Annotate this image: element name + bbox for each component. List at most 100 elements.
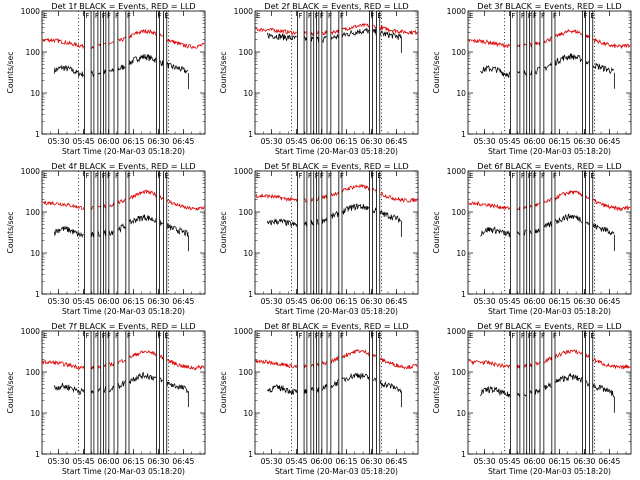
gap-interval-box (510, 330, 518, 455)
events-series-line (592, 383, 615, 398)
gap-interval-box (100, 330, 104, 455)
events-series-line (341, 372, 370, 383)
panel-title: Det 3f BLACK = Events, RED = LLD (477, 1, 621, 11)
gap-interval-box (539, 170, 545, 295)
gap-marker-label: F (85, 12, 89, 20)
gap-marker-label: F (511, 172, 515, 180)
y-tick-label: 1000 (21, 7, 40, 16)
lld-series-line (523, 206, 527, 210)
lld-series-line (321, 360, 328, 367)
gap-marker-label: F (511, 332, 515, 340)
y-tick-label: 1000 (447, 167, 466, 176)
gap-interval-box (163, 330, 168, 455)
corner-marker-label: E (43, 332, 47, 340)
lld-series-line (166, 199, 205, 211)
lld-series-line (529, 204, 533, 208)
x-tick-label: 06:30 (147, 137, 169, 146)
events-series-line (342, 203, 370, 215)
lld-series-line (159, 33, 164, 37)
x-tick-label: 05:30 (261, 457, 283, 466)
events-series-line (166, 61, 189, 74)
x-tick-label: 05:45 (286, 457, 308, 466)
corner-marker-label: E (469, 172, 473, 180)
x-tick-label: 06:45 (172, 297, 194, 306)
lld-series-line (516, 206, 520, 211)
gap-interval-box (376, 10, 381, 135)
events-series-line (321, 217, 327, 224)
gap-marker-label: F (127, 12, 131, 20)
gap-marker-label: F (308, 172, 312, 180)
gap-interval-box (519, 330, 525, 455)
lld-series-line (91, 45, 94, 49)
y-tick-label: 1000 (447, 7, 466, 16)
lld-series-line (372, 24, 377, 30)
lld-series-line (159, 194, 164, 201)
y-tick-label: 10 (243, 409, 253, 418)
lld-series-line (310, 197, 314, 202)
gap-interval-box (113, 10, 119, 135)
x-tick-label: 06:15 (123, 457, 145, 466)
gap-marker-label: F (115, 172, 119, 180)
plot-frame (41, 10, 206, 135)
events-series-line (266, 218, 298, 228)
gap-interval-box (539, 10, 545, 135)
x-tick-label: 06:45 (172, 137, 194, 146)
gap-interval-box (297, 330, 305, 455)
gap-marker-label: E (377, 332, 381, 340)
y-tick-label: 10 (243, 89, 253, 98)
gap-marker-label: F (157, 12, 161, 20)
lld-series-line (90, 206, 94, 210)
x-tick-label: 05:30 (474, 137, 496, 146)
y-tick-label: 100 (452, 368, 467, 377)
gap-interval-box (589, 330, 594, 455)
gap-marker-label: F (583, 172, 587, 180)
events-series-line (529, 70, 532, 76)
events-series-line (128, 371, 157, 385)
gap-interval-box (100, 170, 104, 295)
y-tick-label: 100 (452, 48, 467, 57)
x-tick-label: 05:45 (499, 297, 521, 306)
gap-marker-label: F (320, 332, 324, 340)
lld-series-line (372, 353, 377, 359)
events-series-line (103, 69, 106, 74)
events-series-line (379, 30, 402, 40)
events-series-line (128, 214, 157, 225)
gap-marker-label: F (340, 332, 344, 340)
lld-series-line (316, 30, 320, 35)
events-series-line (103, 386, 106, 394)
gap-marker-label: F (102, 12, 106, 20)
gap-interval-box (338, 330, 343, 455)
lld-series-line (321, 29, 328, 36)
lld-series-line (341, 23, 370, 32)
events-series-line (159, 377, 164, 383)
lld-series-line (103, 203, 106, 209)
gap-marker-label: F (521, 172, 525, 180)
x-tick-label: 06:15 (336, 457, 358, 466)
lld-series-line (316, 196, 320, 202)
gap-marker-label: F (528, 12, 532, 20)
gap-marker-label: F (533, 172, 537, 180)
lld-series-line (379, 191, 418, 203)
events-series-line (379, 210, 402, 223)
x-tick-label: 06:30 (147, 457, 169, 466)
plot-frame (467, 10, 632, 135)
gap-interval-box (338, 170, 343, 295)
gap-interval-box (551, 170, 556, 295)
x-tick-label: 06:15 (549, 457, 571, 466)
gap-interval-box (156, 330, 160, 455)
x-tick-label: 06:00 (524, 297, 546, 306)
events-series-line (529, 230, 532, 234)
x-tick-label: 06:15 (336, 297, 358, 306)
x-tick-label: 06:15 (123, 297, 145, 306)
events-series-line (103, 229, 106, 237)
gap-interval-box (526, 330, 530, 455)
detector-panel: Det 3f BLACK = Events, RED = LLD 1 10 100 10… (432, 1, 632, 156)
x-tick-label: 06:45 (385, 457, 407, 466)
panel-title: Det 7f BLACK = Events, RED = LLD (51, 321, 195, 331)
y-tick-label: 10 (30, 409, 40, 418)
y-tick-label: 10 (456, 409, 466, 418)
gap-marker-label: F (95, 332, 99, 340)
corner-marker-label: E (256, 332, 260, 340)
events-series-line (585, 221, 590, 225)
